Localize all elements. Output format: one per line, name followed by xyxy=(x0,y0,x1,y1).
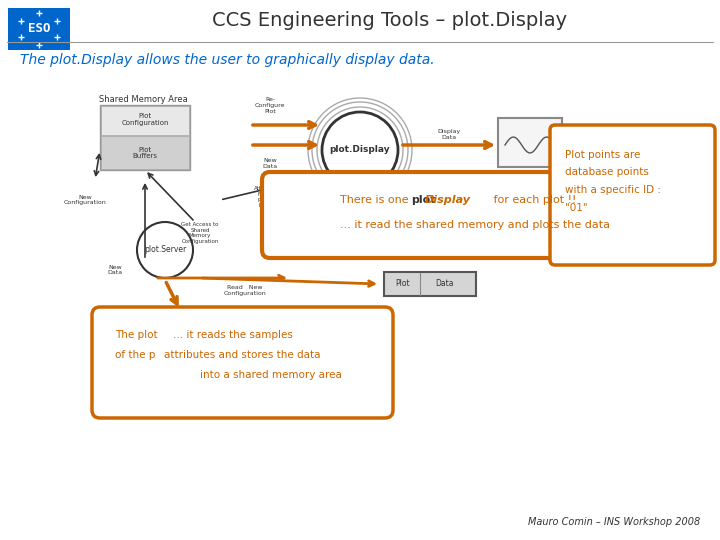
Text: Plot points are: Plot points are xyxy=(565,150,640,160)
Text: Data: Data xyxy=(436,280,454,288)
Text: New
Configuration: New Configuration xyxy=(63,194,107,205)
FancyBboxPatch shape xyxy=(101,136,189,169)
FancyBboxPatch shape xyxy=(384,222,476,246)
Text: Plot: Plot xyxy=(396,280,410,288)
Text: Plot
Configuration: Plot Configuration xyxy=(121,113,168,126)
Text: Display
Data: Display Data xyxy=(437,129,461,140)
FancyBboxPatch shape xyxy=(101,106,189,135)
Text: plot: plot xyxy=(411,195,436,205)
Text: Display: Display xyxy=(425,195,471,205)
FancyBboxPatch shape xyxy=(498,118,562,167)
Text: ... it reads the samples: ... it reads the samples xyxy=(173,330,293,340)
Text: There is one: There is one xyxy=(340,195,412,205)
FancyBboxPatch shape xyxy=(262,172,558,258)
Circle shape xyxy=(322,112,398,188)
Text: The plot: The plot xyxy=(115,330,158,340)
Text: Attach
New
plot
Not
Ter: Attach New plot Not Ter xyxy=(254,186,272,214)
Text: ESO: ESO xyxy=(28,23,50,36)
Text: plot.Display: plot.Display xyxy=(330,145,390,154)
Text: "01": "01" xyxy=(565,203,588,213)
Text: Plot
Buffers: Plot Buffers xyxy=(132,146,158,159)
Text: of the p: of the p xyxy=(115,350,156,360)
Text: with a specific ID :: with a specific ID : xyxy=(565,185,661,195)
Text: New
Data: New Data xyxy=(262,158,278,169)
Text: database points: database points xyxy=(565,167,649,177)
Text: ... it read the shared memory and plots the data: ... it read the shared memory and plots … xyxy=(340,220,610,230)
FancyBboxPatch shape xyxy=(92,307,393,418)
Text: Plot Point: Plot Point xyxy=(412,230,448,239)
Text: Shared Memory Area: Shared Memory Area xyxy=(99,96,187,105)
FancyBboxPatch shape xyxy=(100,105,190,170)
FancyBboxPatch shape xyxy=(550,125,715,265)
Text: Read Data based
on
Polling on: Read Data based on Polling on xyxy=(263,307,317,323)
Text: Re-
Configure
Plot: Re- Configure Plot xyxy=(255,97,285,114)
Text: CCS Engineering Tools – plot.Display: CCS Engineering Tools – plot.Display xyxy=(212,11,567,30)
FancyBboxPatch shape xyxy=(384,272,476,296)
Text: Read   New
Configuration: Read New Configuration xyxy=(224,285,266,296)
Text: New
Data: New Data xyxy=(107,265,122,275)
Text: for each plot !!: for each plot !! xyxy=(490,195,577,205)
Text: The plot.Display allows the user to graphically display data.: The plot.Display allows the user to grap… xyxy=(20,53,435,67)
Text: Mauro Comin – INS Workshop 2008: Mauro Comin – INS Workshop 2008 xyxy=(528,517,700,527)
Text: into a shared memory area: into a shared memory area xyxy=(200,370,342,380)
Circle shape xyxy=(137,222,193,278)
Text: plot.Server: plot.Server xyxy=(144,246,186,254)
Text: Get Access to
Shared
Memory
Configuration: Get Access to Shared Memory Configuratio… xyxy=(181,222,219,244)
Text: attributes and stores the data: attributes and stores the data xyxy=(164,350,320,360)
FancyBboxPatch shape xyxy=(8,8,70,50)
